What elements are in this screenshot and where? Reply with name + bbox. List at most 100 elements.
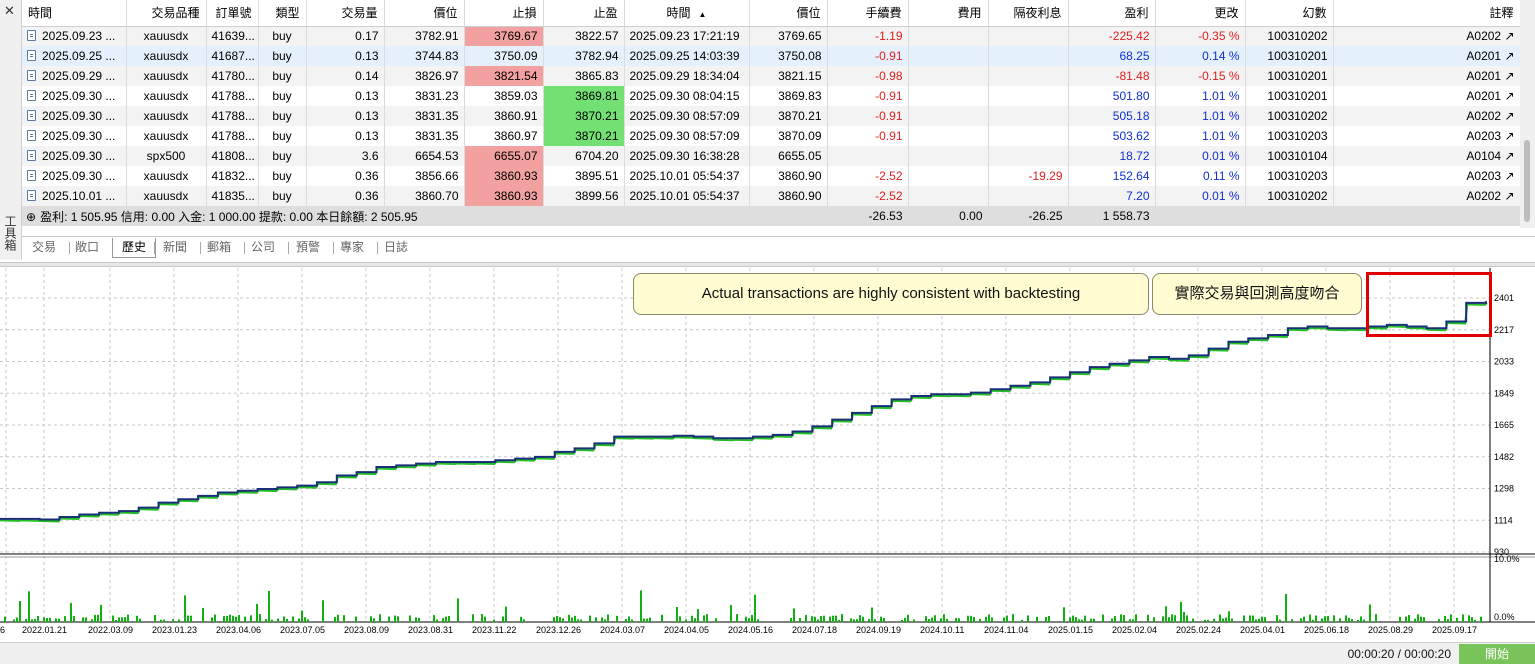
- table-row[interactable]: 2025.09.30 ... spx500 41808... buy 3.6 6654.5…: [22, 146, 1521, 166]
- col-header-close-price[interactable]: 價位: [749, 0, 828, 27]
- table-row[interactable]: 2025.09.30 ... xauusdx 41788... buy 0.13 3831…: [22, 126, 1521, 146]
- volume-bar: [34, 618, 36, 622]
- col-header-change[interactable]: 更改: [1155, 0, 1246, 27]
- tab-history[interactable]: 歷史: [112, 238, 156, 258]
- table-row[interactable]: 2025.09.23 ... xauusdx 41639... buy 0.17 3782…: [22, 26, 1521, 46]
- tab-mailbox[interactable]: 郵箱: [206, 240, 231, 254]
- col-header-symbol[interactable]: 交易品種: [126, 0, 207, 27]
- volume-bar: [616, 615, 618, 622]
- col-header-sl[interactable]: 止損: [464, 0, 544, 27]
- col-header-volume[interactable]: 交易量: [306, 0, 385, 27]
- volume-bar: [190, 615, 192, 622]
- tab-trade[interactable]: 交易: [31, 240, 56, 254]
- tab-journal[interactable]: 日誌: [383, 240, 408, 254]
- tab-alerts[interactable]: 預警: [295, 240, 320, 254]
- col-header-type[interactable]: 類型: [258, 0, 307, 27]
- history-table: 時間 交易品種 訂單號 類型 交易量 價位 止損 止盈 時間 ▲ 價位 手續費 費…: [22, 0, 1521, 228]
- volume-bar: [1090, 618, 1092, 622]
- col-header-close-time[interactable]: 時間 ▲: [624, 0, 750, 27]
- tab-experts[interactable]: 專家: [339, 240, 364, 254]
- tab-separator: [69, 242, 70, 254]
- volume-bar: [448, 616, 450, 622]
- cell-tp: 6704.20: [543, 146, 625, 166]
- panel-divider[interactable]: [0, 262, 1535, 267]
- close-icon[interactable]: ✕: [4, 3, 15, 18]
- time-axis-label: 2025.09.17: [1432, 625, 1477, 635]
- volume-bar: [1168, 617, 1170, 622]
- volume-bar: [562, 618, 564, 622]
- balance-line: [0, 301, 1487, 521]
- highlight-box: [1366, 272, 1492, 337]
- callout-chinese: 實際交易與回測高度吻合: [1152, 273, 1362, 315]
- col-header-comment[interactable]: 註釋: [1333, 0, 1521, 27]
- volume-bar: [1309, 614, 1311, 622]
- col-header-order[interactable]: 訂單號: [206, 0, 259, 27]
- volume-bar: [397, 616, 399, 622]
- cell-symbol: xauusdx: [126, 46, 207, 66]
- col-header-magic[interactable]: 幻數: [1245, 0, 1334, 27]
- volume-bar: [1333, 615, 1335, 622]
- volume-bar: [1012, 614, 1014, 622]
- volume-bar: [793, 608, 795, 622]
- col-header-fee[interactable]: 費用: [908, 0, 989, 27]
- col-header-commission[interactable]: 手續費: [827, 0, 909, 27]
- col-header-open-price[interactable]: 價位: [384, 0, 465, 27]
- volume-bar: [301, 610, 303, 622]
- price-axis-label: 1114: [1494, 515, 1513, 525]
- start-button[interactable]: 開始: [1459, 644, 1535, 664]
- cell-sl: 3821.54: [464, 66, 544, 86]
- cell-close-time: 2025.09.23 17:21:19: [624, 26, 750, 46]
- cell-tp: 3899.56: [543, 186, 625, 206]
- price-axis-label: 1482: [1494, 452, 1514, 462]
- volume-bar: [748, 618, 750, 622]
- vertical-scrollbar[interactable]: [1520, 0, 1535, 228]
- cell-close-time: 2025.09.25 14:03:39: [624, 46, 750, 66]
- volume-bar: [1291, 619, 1293, 622]
- cell-swap: [988, 126, 1069, 146]
- tab-news[interactable]: 新聞: [162, 240, 187, 254]
- volume-bar: [940, 618, 942, 622]
- cell-commission: [827, 146, 909, 166]
- col-header-open-time[interactable]: 時間: [22, 0, 127, 27]
- volume-bar: [850, 618, 852, 622]
- table-row[interactable]: 2025.09.30 ... xauusdx 41832... buy 0.36 3856…: [22, 166, 1521, 186]
- volume-bar: [829, 616, 831, 622]
- col-header-swap[interactable]: 隔夜利息: [988, 0, 1069, 27]
- cell-comment: A0201 ↗: [1333, 86, 1521, 106]
- table-row[interactable]: 2025.09.25 ... xauusdx 41687... buy 0.13 3744…: [22, 46, 1521, 66]
- volume-bar: [184, 595, 186, 622]
- volume-bar: [139, 618, 141, 622]
- tab-company[interactable]: 公司: [250, 240, 275, 254]
- volume-axis-label: 10.0%: [1494, 554, 1520, 564]
- cell-order: 41835...: [206, 186, 259, 206]
- scrollbar-thumb[interactable]: [1524, 140, 1530, 222]
- volume-bar: [991, 617, 993, 622]
- cell-volume: 0.13: [306, 86, 385, 106]
- volume-bar: [484, 616, 486, 622]
- volume-bar: [283, 616, 285, 622]
- col-header-profit[interactable]: 盈利: [1068, 0, 1156, 27]
- cell-type: buy: [258, 66, 307, 86]
- col-header-tp[interactable]: 止盈: [543, 0, 625, 27]
- cell-sl: 3750.09: [464, 46, 544, 66]
- volume-bar: [589, 615, 591, 622]
- table-row[interactable]: 2025.10.01 ... xauusdx 41835... buy 0.36 3860…: [22, 186, 1521, 206]
- summary-swap: -26.25: [988, 206, 1069, 226]
- table-row[interactable]: 2025.09.30 ... xauusdx 41788... buy 0.13 3831…: [22, 86, 1521, 106]
- volume-bar: [640, 590, 642, 622]
- volume-bar: [178, 619, 180, 622]
- expand-plus-icon[interactable]: ⊕: [26, 209, 37, 224]
- summary-profit: 1 558.73: [1068, 206, 1156, 226]
- cell-magic: 100310201: [1245, 66, 1334, 86]
- cell-comment: A0104 ↗: [1333, 146, 1521, 166]
- cell-symbol: xauusdx: [126, 66, 207, 86]
- cell-profit: 7.20: [1068, 186, 1156, 206]
- volume-bar: [523, 619, 525, 622]
- volume-bar: [505, 606, 507, 622]
- cell-symbol: xauusdx: [126, 106, 207, 126]
- table-row[interactable]: 2025.09.29 ... xauusdx 41780... buy 0.14 3826…: [22, 66, 1521, 86]
- volume-bar: [211, 617, 213, 622]
- cell-symbol: xauusdx: [126, 86, 207, 106]
- tab-exposure[interactable]: 敞口: [74, 240, 99, 254]
- table-row[interactable]: 2025.09.30 ... xauusdx 41788... buy 0.13 3831…: [22, 106, 1521, 126]
